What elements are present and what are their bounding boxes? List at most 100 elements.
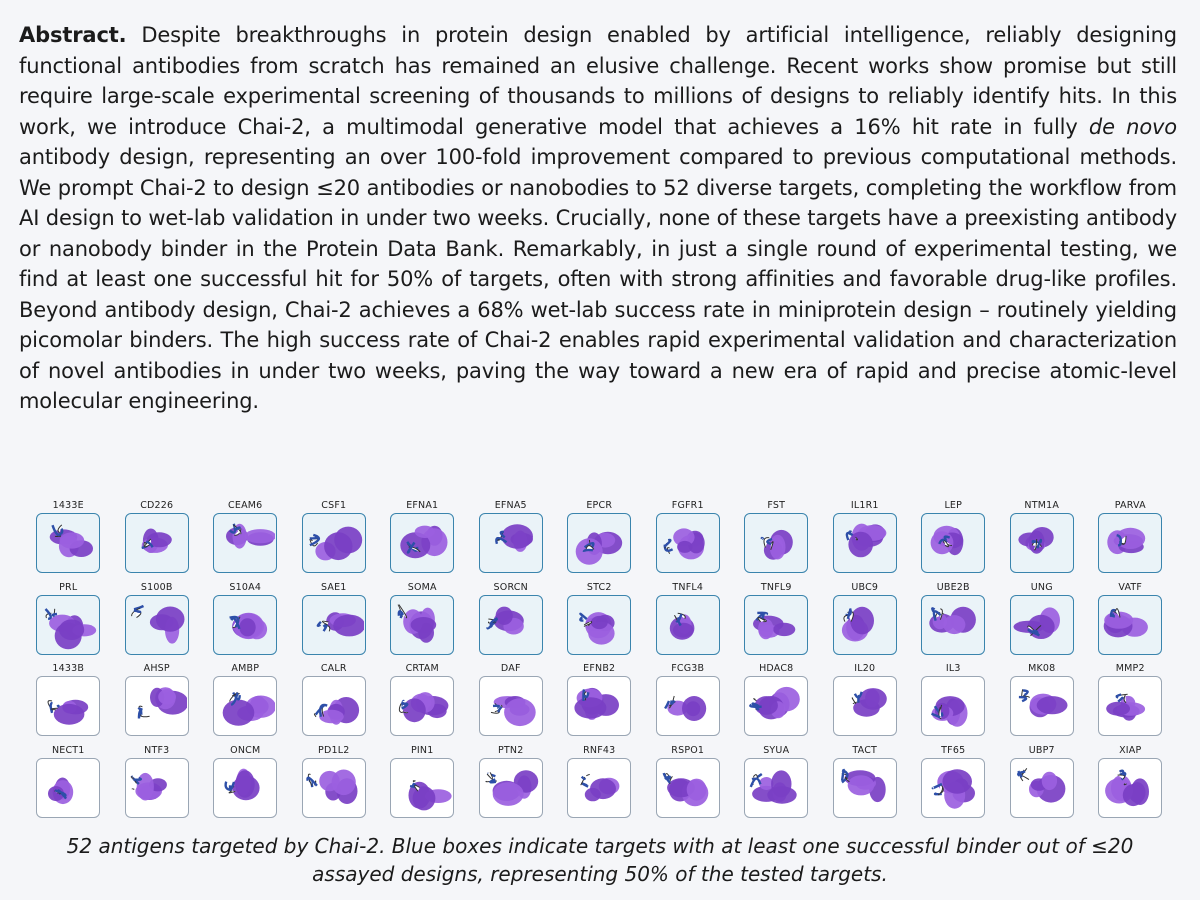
hit-target-box bbox=[301, 513, 366, 573]
antigen-surface-shape bbox=[244, 529, 276, 544]
antigen-label: S10A4 bbox=[229, 581, 262, 593]
binder-ribbon-shape bbox=[662, 772, 671, 784]
antigen-cell: CALR bbox=[290, 663, 379, 745]
antigen-surface-shape bbox=[1036, 696, 1068, 715]
binder-ribbon-shape bbox=[56, 704, 60, 708]
binder-ribbon-shape bbox=[583, 692, 590, 699]
antigen-cell: ONCM bbox=[201, 745, 290, 827]
antigen-cell: SYUA bbox=[732, 745, 821, 827]
protein-structure-icon bbox=[1018, 689, 1068, 718]
antigen-label: MK08 bbox=[1028, 663, 1056, 674]
hit-target-box bbox=[744, 594, 809, 655]
antigen-cell: MMP2 bbox=[1086, 663, 1175, 745]
abstract-text-part1: Despite breakthroughs in protein design … bbox=[19, 23, 1177, 139]
antigen-label: UBC9 bbox=[851, 581, 879, 593]
protein-structure-icon bbox=[141, 528, 172, 553]
binder-ribbon-shape bbox=[943, 535, 951, 541]
protein-structure-icon bbox=[930, 525, 964, 556]
antigen-surface-shape bbox=[686, 778, 707, 801]
antigen-surface-shape bbox=[155, 606, 185, 632]
binder-ribbon-shape bbox=[1123, 694, 1127, 704]
target-box bbox=[213, 757, 278, 818]
protein-structure-icon bbox=[663, 695, 706, 721]
antigen-label: PRL bbox=[59, 581, 78, 593]
antigen-surface-shape bbox=[1106, 701, 1131, 716]
protein-structure-icon bbox=[1013, 606, 1060, 639]
binder-ribbon-shape bbox=[1111, 612, 1116, 618]
protein-structure-icon bbox=[749, 769, 797, 804]
target-box bbox=[921, 757, 986, 818]
protein-structure-icon bbox=[130, 604, 185, 644]
antigen-cell: TF65 bbox=[909, 745, 998, 827]
target-box bbox=[921, 676, 986, 736]
antigen-surface-shape bbox=[769, 534, 786, 560]
antigen-cell: S100B bbox=[113, 582, 202, 664]
antigen-cell: EFNA1 bbox=[378, 500, 467, 582]
antigen-cell: TNFL4 bbox=[644, 582, 733, 664]
antigen-cell: UBE2B bbox=[909, 582, 998, 664]
protein-structure-icon bbox=[580, 773, 620, 801]
antigen-cell: PD1L2 bbox=[290, 745, 379, 827]
antigen-cell: DAF bbox=[467, 663, 556, 745]
protein-structure-icon bbox=[669, 612, 695, 640]
protein-structure-icon bbox=[44, 607, 97, 649]
target-box bbox=[124, 676, 189, 736]
antigen-surface-shape bbox=[943, 614, 966, 634]
binder-ribbon-shape bbox=[586, 773, 591, 776]
binder-ribbon-shape bbox=[847, 530, 852, 535]
binder-ribbon-shape bbox=[751, 702, 760, 711]
target-box bbox=[832, 757, 897, 818]
target-box bbox=[1009, 676, 1074, 736]
binder-ribbon-shape bbox=[757, 611, 769, 615]
protein-structure-icon bbox=[1018, 527, 1054, 554]
antigen-surface-shape bbox=[332, 614, 364, 636]
antigen-label: RSPO1 bbox=[671, 744, 705, 756]
protein-structure-icon bbox=[137, 687, 187, 719]
antigen-label: UNG bbox=[1030, 581, 1053, 593]
binder-ribbon-shape bbox=[398, 603, 408, 618]
antigen-surface-shape bbox=[859, 688, 887, 710]
antigen-cell: LEP bbox=[909, 500, 998, 582]
target-box bbox=[36, 676, 101, 736]
protein-structure-icon bbox=[47, 699, 89, 725]
antigen-label: SYUA bbox=[763, 744, 790, 756]
antigen-label: IL20 bbox=[854, 663, 876, 674]
antigen-surface-shape bbox=[672, 528, 695, 547]
antigen-surface-shape bbox=[54, 703, 85, 725]
antigen-surface-shape bbox=[501, 524, 533, 549]
binder-ribbon-shape bbox=[51, 707, 58, 711]
protein-structure-icon bbox=[229, 612, 268, 639]
hit-target-box bbox=[832, 594, 897, 655]
binder-ribbon-shape bbox=[1115, 607, 1121, 618]
antigen-surface-shape bbox=[942, 768, 973, 794]
hit-target-box bbox=[301, 594, 366, 655]
binder-ribbon-shape bbox=[853, 691, 863, 699]
antigen-surface-shape bbox=[239, 617, 256, 636]
antigen-cell: VATF bbox=[1086, 582, 1175, 664]
antigen-label: PIN1 bbox=[411, 744, 434, 756]
antigen-cell: SOMA bbox=[378, 582, 467, 664]
binder-ribbon-shape bbox=[579, 612, 588, 620]
hit-target-box bbox=[832, 513, 897, 573]
binder-ribbon-shape bbox=[306, 776, 318, 786]
protein-structure-icon bbox=[929, 606, 977, 634]
target-box bbox=[390, 676, 455, 736]
antigen-label: FST bbox=[767, 500, 786, 511]
binder-ribbon-shape bbox=[486, 771, 493, 780]
antigen-label: EFNA1 bbox=[406, 500, 439, 511]
protein-structure-icon bbox=[851, 688, 887, 717]
antigen-label: LEP bbox=[944, 500, 963, 511]
antigen-surface-shape bbox=[590, 777, 617, 799]
abstract-heading: Abstract. bbox=[19, 23, 127, 47]
binder-ribbon-shape bbox=[579, 615, 584, 622]
binder-ribbon-shape bbox=[1018, 695, 1028, 703]
target-box bbox=[390, 757, 455, 818]
antigen-cell: FCG3B bbox=[644, 663, 733, 745]
hit-target-box bbox=[921, 513, 986, 573]
antigen-surface-shape bbox=[403, 698, 427, 723]
antigen-label: CSF1 bbox=[321, 500, 347, 511]
binder-ribbon-shape bbox=[1033, 538, 1037, 551]
antigen-surface-shape bbox=[574, 697, 607, 719]
hit-target-box bbox=[1009, 513, 1074, 573]
hit-target-box bbox=[567, 513, 632, 573]
